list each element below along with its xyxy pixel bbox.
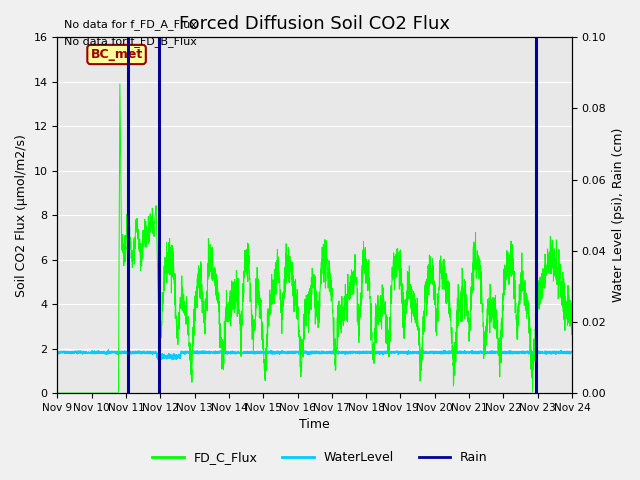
Text: No data for f_FD_B_Flux: No data for f_FD_B_Flux xyxy=(64,36,197,47)
Text: No data for f_FD_A_Flux: No data for f_FD_A_Flux xyxy=(64,19,197,30)
Title: Forced Diffusion Soil CO2 Flux: Forced Diffusion Soil CO2 Flux xyxy=(179,15,450,33)
Text: BC_met: BC_met xyxy=(90,48,143,61)
Legend: FD_C_Flux, WaterLevel, Rain: FD_C_Flux, WaterLevel, Rain xyxy=(147,446,493,469)
Y-axis label: Water Level (psi), Rain (cm): Water Level (psi), Rain (cm) xyxy=(612,128,625,302)
Y-axis label: Soil CO2 Flux (μmol/m2/s): Soil CO2 Flux (μmol/m2/s) xyxy=(15,134,28,297)
X-axis label: Time: Time xyxy=(300,419,330,432)
